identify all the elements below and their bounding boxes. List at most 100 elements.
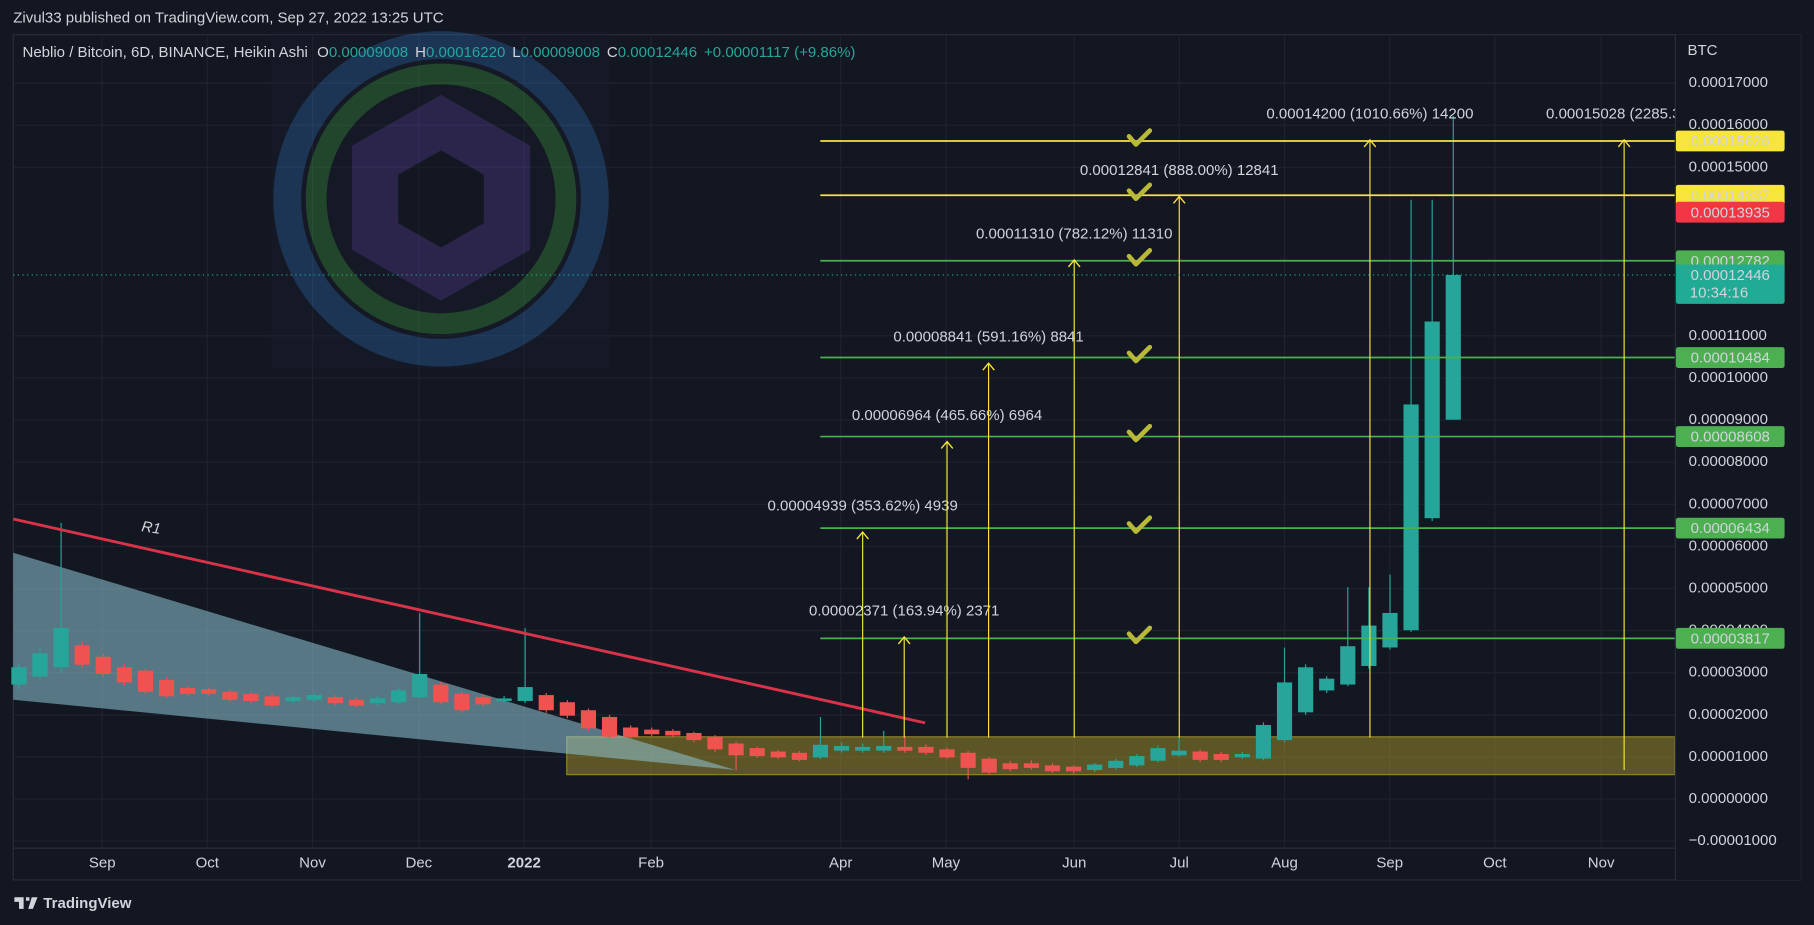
candle-body xyxy=(201,689,217,694)
candle-body xyxy=(32,653,48,677)
watermark-bg xyxy=(271,31,610,369)
watermark-cube xyxy=(398,150,484,248)
candle-body xyxy=(1002,763,1018,770)
x-tick-label: Dec xyxy=(405,855,432,872)
x-tick-label: Feb xyxy=(638,855,664,872)
candle-body xyxy=(243,693,259,701)
candle-body xyxy=(222,691,238,700)
candle-body xyxy=(1023,763,1039,768)
legend-symbol: Neblio / Bitcoin, 6D, BINANCE, Heikin As… xyxy=(22,44,307,61)
candle-body xyxy=(981,758,997,773)
candle-body xyxy=(11,667,27,685)
x-tick-label: Jun xyxy=(1062,855,1086,872)
candle-body xyxy=(1298,667,1314,713)
measure-label: 0.00011310 (782.12%) 11310 xyxy=(976,226,1172,243)
measure-label: 0.00006964 (465.66%) 6964 xyxy=(852,407,1042,424)
candle-body xyxy=(1192,751,1208,760)
candle-body xyxy=(876,746,892,751)
measure-arrowhead xyxy=(982,362,995,371)
x-tick-label: Oct xyxy=(1483,855,1507,872)
measure-arrowhead xyxy=(1067,258,1081,268)
candle-body xyxy=(665,730,681,736)
y-tick-label: 0.00001000 xyxy=(1689,748,1768,765)
check-mark xyxy=(1126,625,1153,645)
x-tick-label: Sep xyxy=(1376,855,1403,872)
candle-body xyxy=(1403,404,1419,631)
legend-value: 0.00012446 xyxy=(618,44,697,61)
publisher: Zivul33 published on TradingView.com, Se… xyxy=(13,9,444,26)
price-level-label: 0.00003817 xyxy=(1691,630,1770,647)
y-tick-label: 0.00017000 xyxy=(1689,74,1768,91)
check-mark xyxy=(1126,182,1153,202)
y-tick-label: 0.00002000 xyxy=(1689,706,1768,723)
candle-body xyxy=(644,729,660,735)
candle-body xyxy=(1171,750,1187,756)
check-mark xyxy=(1126,248,1153,267)
candle-body xyxy=(1129,756,1145,766)
candle-body xyxy=(137,670,154,692)
candle-body xyxy=(1234,754,1250,758)
x-tick-label: May xyxy=(932,855,961,872)
x-tick-label: Aug xyxy=(1271,855,1298,872)
watermark-hex xyxy=(352,94,531,301)
candle-body xyxy=(1424,321,1440,519)
measure-arrowhead xyxy=(897,635,911,645)
legend-value: 0.00009008 xyxy=(329,44,408,61)
candle-body xyxy=(116,667,132,683)
candle-body xyxy=(728,743,744,756)
candle-body xyxy=(601,716,618,737)
candle-body xyxy=(918,746,934,753)
price-axis-bg xyxy=(1675,34,1801,880)
x-tick-label: Apr xyxy=(829,855,852,872)
brand-icon xyxy=(14,897,38,909)
measure-label: 0.00012841 (888.00%) 12841 xyxy=(1080,162,1279,179)
y-tick-label: 0.00008000 xyxy=(1689,453,1768,470)
measure-arrowhead xyxy=(1363,138,1377,148)
candle-body xyxy=(327,697,343,704)
price-label: 0.00013935 xyxy=(1691,204,1770,221)
candle-body xyxy=(855,746,871,751)
price-level-label-bg xyxy=(1675,130,1785,152)
y-tick-label: 0.00005000 xyxy=(1689,579,1768,596)
grid xyxy=(13,34,1675,848)
candle-body xyxy=(1382,612,1398,648)
candle-body xyxy=(517,687,533,701)
price-level-label-bg xyxy=(1675,517,1785,539)
y-tick-label: 0.00011000 xyxy=(1689,327,1767,344)
y-tick-label: 0.00009000 xyxy=(1689,411,1768,428)
candle-body xyxy=(264,696,280,706)
candle-body xyxy=(770,751,786,758)
price-axis: BTC 0.00017000 0.00016000 0.00015000 0.0001… xyxy=(13,34,1801,880)
price-level-label: 0.00008608 xyxy=(1691,429,1770,446)
candle-body xyxy=(391,690,407,703)
wedge xyxy=(13,552,736,771)
candle-body xyxy=(559,702,575,716)
legend-change: +0.00001117 (+9.86%) xyxy=(704,44,855,61)
candle-body xyxy=(1213,754,1229,760)
candle-body xyxy=(939,749,955,758)
candle-body xyxy=(791,752,807,760)
measure-label: 0.00014200 (1010.66%) 14200 xyxy=(1266,106,1473,123)
legend: Neblio / Bitcoin, 6D, BINANCE, Heikin As… xyxy=(22,44,855,61)
y-tick-label: 0.00000000 xyxy=(1689,790,1768,807)
candle-body xyxy=(180,687,196,694)
measure-arrowhead xyxy=(856,530,869,540)
y-tick-label: 0.00003000 xyxy=(1689,664,1768,681)
candle-body xyxy=(897,746,913,751)
candle-body xyxy=(833,746,850,751)
legend-value: 0.00016220 xyxy=(426,44,505,61)
candle-body xyxy=(707,736,723,750)
brand: TradingView xyxy=(43,895,131,912)
price-level-label-bg xyxy=(1675,347,1785,368)
chart-frame xyxy=(12,34,1802,881)
watermark-logo xyxy=(271,31,610,369)
price-level-label-bg xyxy=(1675,426,1785,447)
measure-arrowhead xyxy=(1172,195,1186,204)
measure-label: 0.00002371 (163.94%) 2371 xyxy=(809,602,999,619)
legend-key: C xyxy=(607,44,618,61)
price-label-bg xyxy=(1675,201,1785,223)
watermark-ring xyxy=(273,31,609,367)
y-tick-label: 0.00006000 xyxy=(1689,537,1768,554)
